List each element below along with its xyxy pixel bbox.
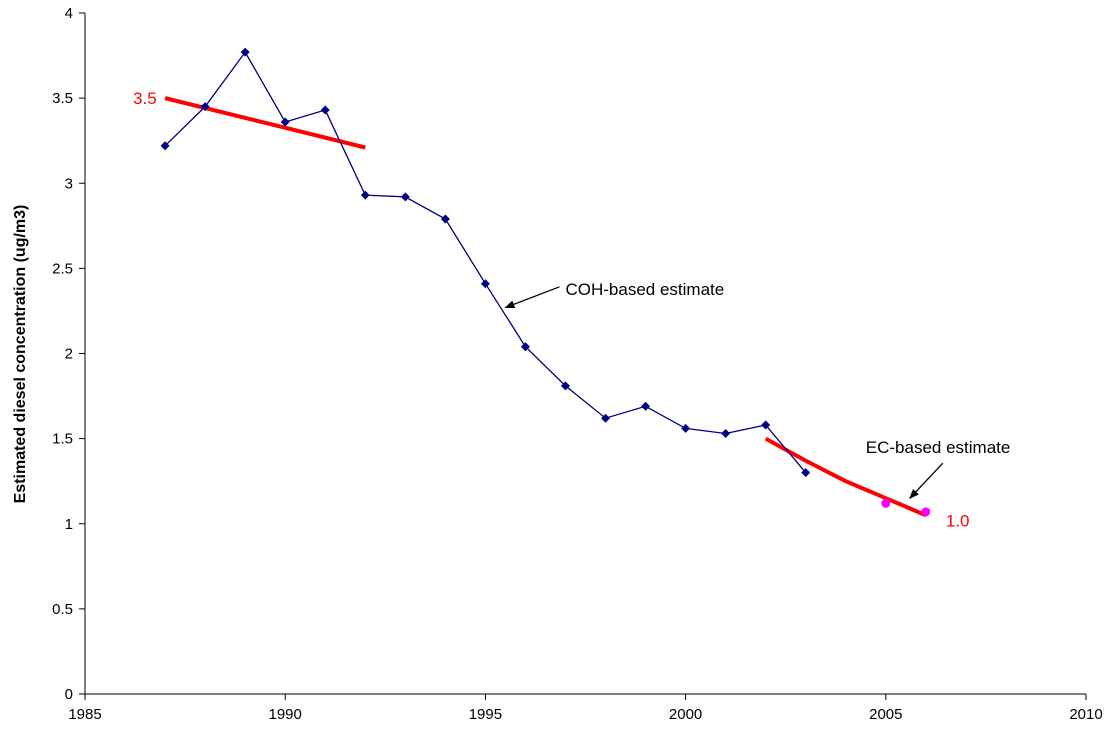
axes: 0 0.5 1 1.5 2 2.5 3 3.5 4 1985 1990 1995 2000 2005 201… [52,5,1103,723]
y-tick-label: 4 [65,5,73,22]
trendline [764,436,927,518]
data-point [761,420,771,430]
x-tick-label: 2000 [669,706,702,723]
data-point [641,401,651,411]
y-tick-label: 3.5 [52,90,73,107]
data-point [721,429,731,439]
data-point [520,342,530,352]
y-tick-label: 2 [65,346,73,363]
data-point [801,468,811,478]
data-point [200,102,210,112]
trendline [164,96,366,150]
series-line [164,50,807,474]
data-point [440,214,450,224]
data-point [480,279,490,289]
annotation-label: EC-based estimate [866,438,1011,457]
data-point [280,117,290,127]
x-tick-label: 2005 [869,706,902,723]
y-tick-label: 0 [65,686,73,703]
y-axis-title: Estimated diesel concentration (ug/m3) [12,205,29,504]
trend-value-label: 3.5 [133,89,157,108]
annotations: COH-based estimate EC-based estimate 3.5 1.… [133,89,1010,530]
y-tick-label: 2.5 [52,260,73,277]
data-point [360,190,370,200]
annotation-label: COH-based estimate [565,280,724,299]
x-tick-label: 1995 [469,706,502,723]
data-point [921,507,931,517]
trendlines [164,96,927,518]
y-tick-label: 1.5 [52,431,73,448]
data-point [240,47,250,57]
y-tick-label: 1 [65,516,73,533]
data-point [320,105,330,115]
x-tick-label: 1985 [68,706,101,723]
data-point [601,413,611,423]
data-point [160,141,170,151]
x-tick-label: 2010 [1069,706,1102,723]
data-point [681,423,691,433]
data-point [560,381,570,391]
data-point [400,192,410,202]
data-point [881,498,891,508]
x-tick-label: 1990 [269,706,302,723]
data-series [160,47,931,517]
y-tick-label: 3 [65,175,73,192]
annotation-arrow [909,462,944,499]
annotation-arrow [504,286,560,309]
trend-value-label: 1.0 [946,511,970,530]
y-tick-label: 0.5 [52,601,73,618]
